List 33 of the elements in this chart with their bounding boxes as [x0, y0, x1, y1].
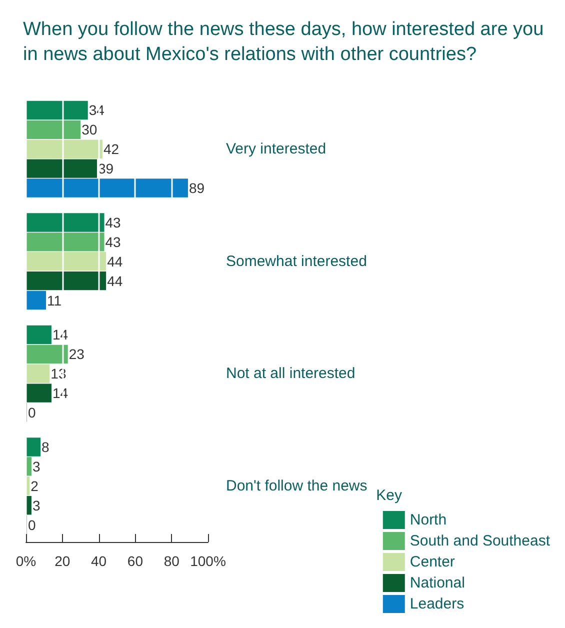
data-label: 42	[103, 141, 120, 158]
data-label: 3	[32, 458, 40, 474]
data-label: 44	[107, 272, 123, 289]
y-tick-label: Don't follow the news	[226, 477, 368, 494]
legend-title: Key	[376, 487, 402, 504]
data-label: 2	[30, 478, 39, 494]
legend-label: North	[410, 512, 447, 528]
y-tick-label: Somewhat interested	[226, 252, 367, 270]
data-label: 0	[28, 404, 36, 421]
data-label: 39	[98, 160, 114, 177]
y-tick-label: Very interested	[226, 140, 326, 158]
data-label: 11	[47, 292, 62, 308]
data-label: 43	[105, 214, 122, 230]
legend-label: Leaders	[410, 596, 464, 612]
x-tick-label: 40	[91, 553, 107, 569]
data-label: 30	[82, 122, 98, 138]
data-label: 44	[107, 253, 123, 270]
text: When you follow the news these days, how interested are you in news about Mexico's relations with other countries?	[23, 19, 549, 65]
x-tick-label: 20	[54, 553, 70, 569]
data-label: 23	[68, 346, 85, 362]
legend-label: South and Southeast	[410, 532, 551, 550]
x-tick-label: 0%	[16, 553, 36, 569]
data-label: 8	[42, 438, 50, 455]
x-tick-label: 80	[164, 553, 180, 569]
legend-label: Center	[410, 554, 455, 570]
data-label: 3	[32, 497, 40, 514]
data-label: 89	[188, 180, 205, 196]
x-tick-label: 100%	[190, 553, 226, 569]
legend-label: National	[410, 574, 465, 592]
y-tick-label: Not at all interested	[226, 365, 356, 382]
data-label: 43	[105, 234, 122, 250]
x-tick-label: 60	[127, 553, 144, 569]
data-label: 0	[28, 516, 36, 533]
